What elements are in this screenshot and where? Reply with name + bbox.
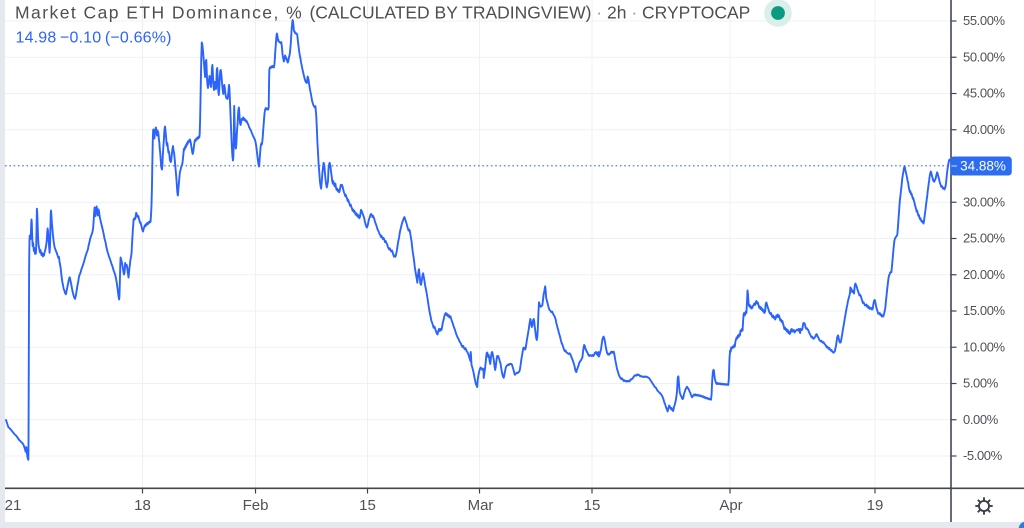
svg-text:18: 18 <box>134 497 151 514</box>
svg-text:Mar: Mar <box>468 497 494 514</box>
svg-text:15: 15 <box>584 497 601 514</box>
svg-text:14.98−0.10(−0.66%): 14.98 −0.10 (−0.66%) <box>16 30 172 47</box>
svg-text:Feb: Feb <box>243 497 269 514</box>
svg-text:15: 15 <box>359 497 376 514</box>
svg-text:45.00%: 45.00% <box>963 86 1006 101</box>
svg-text:21: 21 <box>5 497 22 514</box>
svg-text:0.00%: 0.00% <box>963 412 999 427</box>
svg-text:55.00%: 55.00% <box>963 13 1006 28</box>
svg-text:20.00%: 20.00% <box>963 267 1006 282</box>
svg-text:-5.00%: -5.00% <box>963 448 1003 463</box>
svg-text:40.00%: 40.00% <box>963 122 1006 137</box>
svg-text:Market Cap ETH Dominance, % (C: Market Cap ETH Dominance, % (CALCULATED … <box>15 3 750 23</box>
svg-text:30.00%: 30.00% <box>963 194 1006 209</box>
svg-text:5.00%: 5.00% <box>963 376 999 391</box>
svg-text:15.00%: 15.00% <box>963 303 1006 318</box>
svg-text:19: 19 <box>867 497 884 514</box>
svg-text:34.88%: 34.88% <box>960 159 1006 174</box>
svg-text:Apr: Apr <box>719 497 742 514</box>
svg-text:10.00%: 10.00% <box>963 339 1006 354</box>
svg-text:25.00%: 25.00% <box>963 231 1006 246</box>
svg-text:50.00%: 50.00% <box>963 49 1006 64</box>
